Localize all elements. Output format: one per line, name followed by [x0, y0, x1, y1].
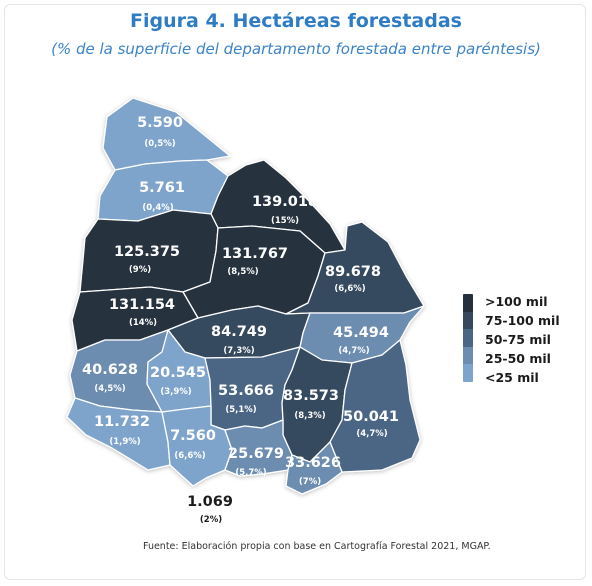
- legend-swatch: [463, 329, 473, 347]
- department-value-rocha: 50.041: [343, 409, 399, 425]
- department-pct-durazno: (7,3%): [223, 346, 254, 356]
- department-value-maldonado: 33.626: [285, 455, 341, 471]
- department-value-salto: 5.761: [139, 180, 185, 196]
- department-pct-florida: (5,1%): [225, 405, 256, 415]
- department-value-paysandu: 125.375: [114, 244, 180, 260]
- legend-label: <25 mil: [485, 370, 539, 385]
- legend-label: 75-100 mil: [485, 313, 560, 328]
- department-value-rio-negro: 131.154: [109, 297, 175, 313]
- department-pct-colonia: (1,9%): [109, 437, 140, 447]
- department-value-artigas: 5.590: [137, 115, 183, 131]
- department-pct-lavalleja: (8,3%): [294, 411, 325, 421]
- figure-title: Figura 4. Hectáreas forestadas: [130, 10, 462, 32]
- department-pct-tacuarembo: (8,5%): [227, 267, 258, 277]
- department-value-treinta-y-tres: 45.494: [333, 325, 389, 341]
- department-value-san-jose: 7.560: [170, 428, 216, 444]
- department-value-montevideo: 1.069: [187, 494, 233, 510]
- legend-swatch: [463, 364, 473, 382]
- department-pct-san-jose: (6,6%): [174, 451, 205, 461]
- department-value-flores: 20.545: [150, 365, 206, 381]
- legend-color-bar: [463, 294, 473, 382]
- department-pct-canelones: (5,7%): [235, 468, 266, 478]
- legend-swatch: [463, 311, 473, 330]
- department-value-florida: 53.666: [218, 383, 274, 399]
- department-value-durazno: 84.749: [211, 324, 267, 340]
- department-value-cerro-largo: 89.678: [325, 264, 381, 280]
- department-pct-maldonado: (7%): [299, 477, 321, 487]
- department-artigas: [102, 97, 231, 171]
- department-value-canelones: 25.679: [228, 446, 284, 462]
- department-pct-paysandu: (9%): [129, 265, 151, 275]
- department-value-lavalleja: 83.573: [283, 388, 339, 404]
- department-pct-rocha: (4,7%): [356, 429, 387, 439]
- legend-label: 25-50 mil: [485, 351, 551, 366]
- department-pct-salto: (0,4%): [142, 203, 173, 213]
- department-pct-treinta-y-tres: (4,7%): [338, 346, 369, 356]
- department-value-tacuarembo: 131.767: [222, 246, 288, 262]
- department-rocha: [329, 339, 421, 473]
- department-pct-cerro-largo: (6,6%): [334, 284, 365, 294]
- department-value-colonia: 11.732: [94, 414, 150, 430]
- department-value-soriano: 40.628: [82, 362, 138, 378]
- figure-subtitle: (% de la superficie del departamento for…: [51, 40, 541, 58]
- legend-swatch: [463, 346, 473, 365]
- department-pct-rio-negro: (14%): [129, 318, 157, 328]
- department-value-rivera: 139.018: [252, 194, 318, 210]
- department-pct-montevideo: (2%): [200, 515, 222, 525]
- source-note: Fuente: Elaboración propia con base en C…: [143, 541, 491, 552]
- department-pct-rivera: (15%): [271, 216, 299, 226]
- legend-label: >100 mil: [485, 294, 548, 309]
- department-maldonado: [285, 441, 343, 495]
- department-pct-soriano: (4,5%): [94, 384, 125, 394]
- legend-labels: >100 mil 75-100 mil 50-75 mil 25-50 mil <25 …: [485, 292, 560, 387]
- department-pct-artigas: (0,5%): [144, 139, 175, 149]
- department-pct-flores: (3,9%): [160, 387, 191, 397]
- legend-swatch: [463, 294, 473, 312]
- legend-label: 50-75 mil: [485, 332, 551, 347]
